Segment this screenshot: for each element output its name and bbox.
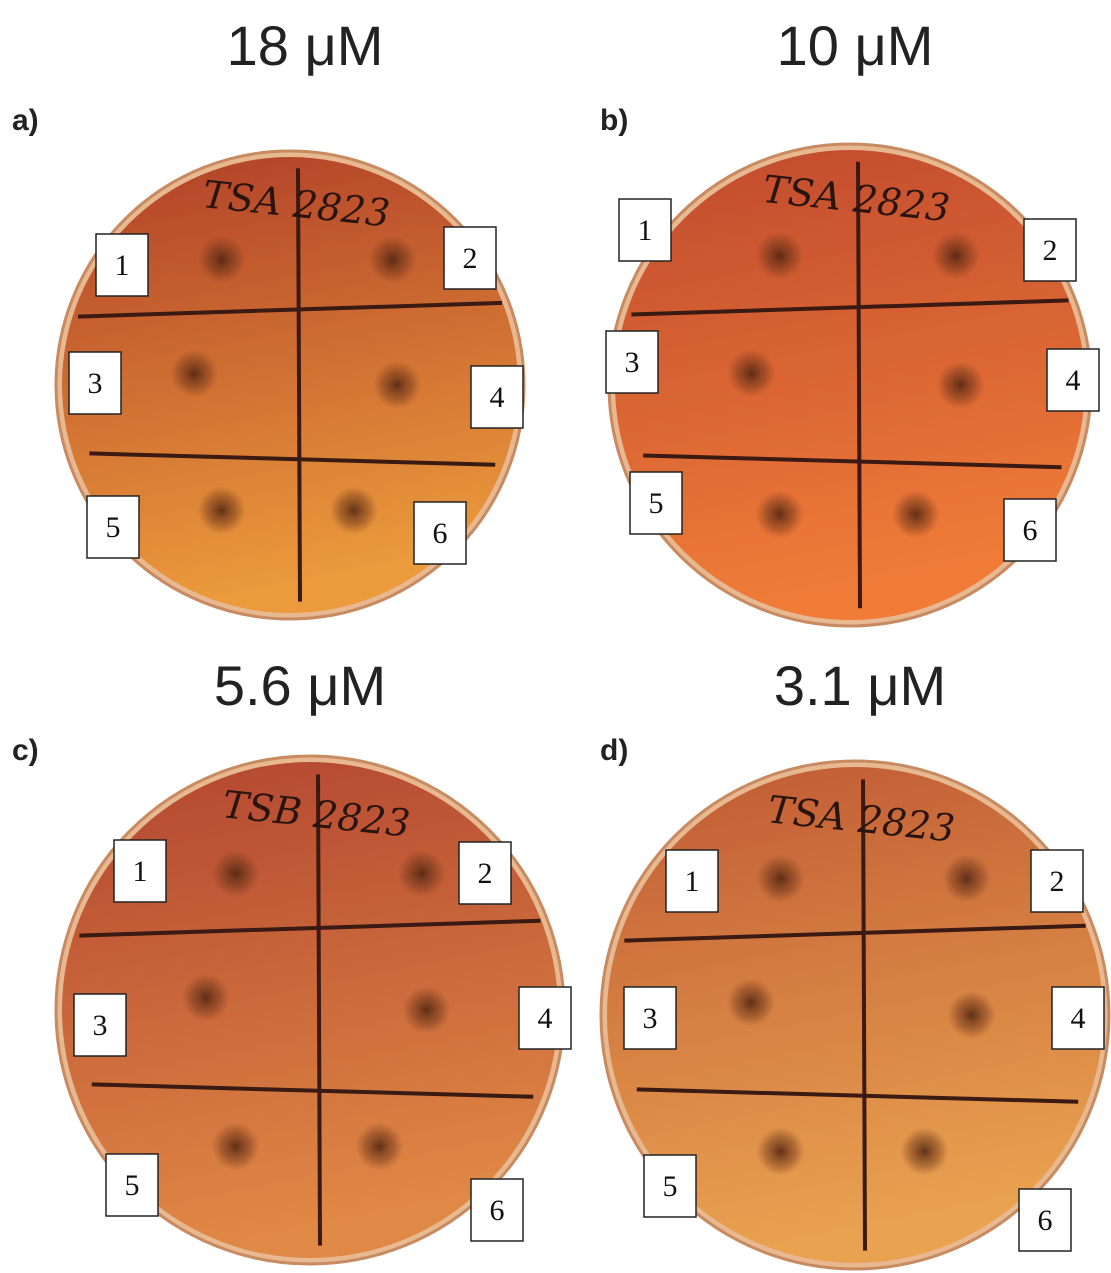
marker-line [858, 162, 860, 609]
colony-spot [182, 974, 230, 1022]
panel-label: d) [600, 734, 628, 767]
number-label: 1 [685, 865, 700, 898]
number-label: 5 [663, 1170, 678, 1203]
number-label: 2 [463, 242, 478, 275]
colony-spot [900, 1127, 948, 1175]
number-label: 5 [649, 487, 664, 520]
panel-label: c) [12, 734, 39, 767]
marker-line [318, 774, 320, 1245]
number-label: 5 [106, 511, 121, 544]
number-label: 3 [625, 346, 640, 379]
number-label: 4 [538, 1002, 553, 1035]
number-label: 1 [115, 249, 130, 282]
colony-spot [756, 232, 804, 280]
panel-title: 5.6 μM [214, 654, 386, 717]
colony-spot [403, 986, 451, 1034]
number-label: 4 [1066, 364, 1081, 397]
number-label: 1 [638, 214, 653, 247]
colony-spot [170, 350, 218, 398]
colony-spot [757, 855, 805, 903]
panel-title: 3.1 μM [774, 654, 946, 717]
colony-spot [727, 349, 775, 397]
colony-spot [330, 486, 378, 534]
colony-spot [212, 1122, 260, 1170]
number-label: 2 [1043, 234, 1058, 267]
number-label: 2 [1050, 865, 1065, 898]
panel-title: 18 μM [227, 14, 384, 77]
colony-spot [948, 991, 996, 1039]
colony-spot [198, 486, 246, 534]
panel-label: b) [600, 104, 628, 137]
colony-spot [756, 490, 804, 538]
number-label: 6 [1023, 514, 1038, 547]
number-label: 6 [490, 1194, 505, 1227]
colony-spot [943, 855, 991, 903]
number-label: 4 [1071, 1002, 1086, 1035]
colony-spot [398, 850, 446, 898]
number-label: 3 [93, 1009, 108, 1042]
number-label: 4 [490, 381, 505, 414]
colony-spot [892, 490, 940, 538]
colony-spot [369, 236, 417, 284]
colony-spot [198, 236, 246, 284]
number-label: 2 [478, 857, 493, 890]
number-label: 6 [1038, 1204, 1053, 1237]
colony-spot [212, 850, 260, 898]
number-label: 6 [433, 517, 448, 550]
panel-title: 10 μM [777, 14, 934, 77]
number-label: 3 [88, 367, 103, 400]
marker-line [863, 779, 865, 1250]
colony-spot [373, 361, 421, 409]
colony-spot [757, 1127, 805, 1175]
colony-spot [727, 979, 775, 1027]
colony-spot [932, 232, 980, 280]
panel-label: a) [12, 104, 39, 137]
number-label: 1 [133, 855, 148, 888]
figure: 18 μMa)TSA 282312345610 μMb)TSA 28231234… [0, 0, 1111, 1273]
number-label: 5 [125, 1169, 140, 1202]
number-label: 3 [643, 1002, 658, 1035]
colony-spot [355, 1122, 403, 1170]
colony-spot [936, 361, 984, 409]
marker-line [298, 168, 300, 601]
